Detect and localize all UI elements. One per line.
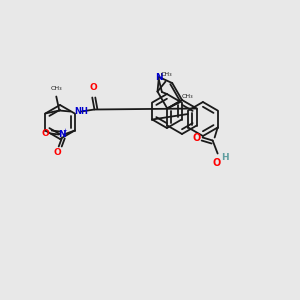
Text: CH₃: CH₃ [181, 94, 193, 98]
Text: +: + [62, 128, 67, 133]
Text: O: O [193, 133, 201, 142]
Text: NH: NH [74, 107, 88, 116]
Text: N: N [155, 73, 163, 82]
Text: CH₃: CH₃ [161, 72, 172, 76]
Text: N: N [58, 130, 65, 139]
Text: CH₃: CH₃ [50, 86, 62, 92]
Text: O: O [54, 148, 61, 157]
Text: O: O [212, 158, 221, 167]
Text: O: O [42, 129, 50, 138]
Text: O: O [89, 83, 97, 92]
Text: H: H [220, 153, 228, 162]
